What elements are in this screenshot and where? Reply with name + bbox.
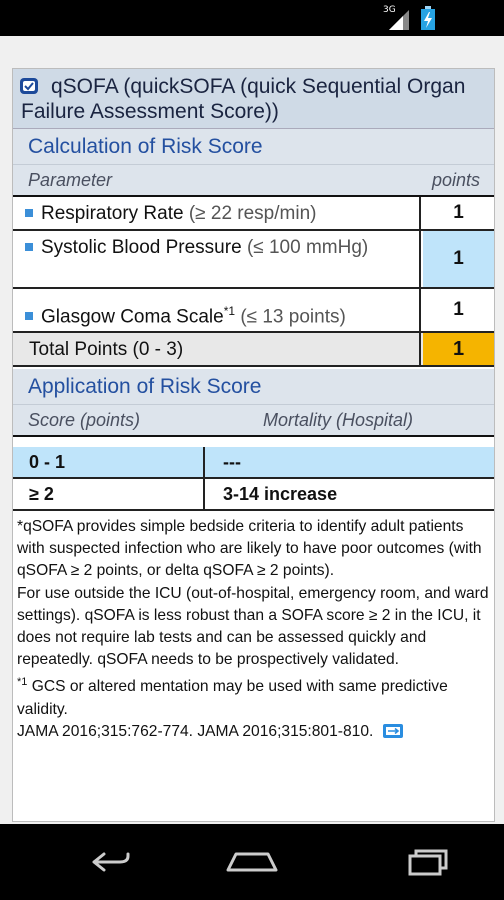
column-parameter: Parameter	[28, 170, 113, 190]
total-points-label: Total Points (0 - 3)	[13, 333, 421, 365]
calculation-column-header: Parameter points	[13, 165, 494, 197]
points-value[interactable]: 1	[453, 202, 464, 223]
calculator-card: qSOFA (quickSOFA (quick Sequential Organ…	[12, 68, 495, 822]
navigation-bar	[0, 824, 504, 900]
external-link-icon[interactable]	[382, 723, 404, 739]
bullet-icon	[25, 242, 33, 251]
table-row: 0 - 1 ---	[13, 447, 494, 479]
application-section-title: Application of Risk Score	[13, 369, 494, 405]
parameter-cell: Systolic Blood Pressure (≤ 100 mmHg)	[13, 231, 421, 287]
bullet-icon	[25, 312, 33, 321]
footnote-mark: *1	[223, 304, 236, 318]
parameter-cell: Glasgow Coma Scale*1 (≤ 13 points)	[13, 289, 421, 331]
note-footnote: *1 GCS or altered mentation may be used …	[17, 676, 448, 718]
calculator-icon	[20, 78, 38, 94]
column-points: points	[432, 170, 481, 190]
home-icon[interactable]	[222, 844, 282, 880]
column-score: Score (points)	[28, 410, 141, 430]
status-bar: 3G	[0, 0, 504, 36]
score-cell: ≥ 2	[13, 479, 205, 509]
mortality-cell: ---	[223, 452, 241, 472]
application-column-header: Score (points) Mortality (Hospital)	[13, 405, 494, 437]
recents-icon[interactable]	[396, 844, 456, 880]
bullet-icon	[25, 208, 33, 217]
calculation-section-title: Calculation of Risk Score	[13, 129, 494, 165]
total-points-row: Total Points (0 - 3) 1	[13, 333, 494, 367]
total-points-value: 1	[423, 333, 494, 365]
page-title: qSOFA (quickSOFA (quick Sequential Organ…	[21, 75, 466, 123]
title-bar: qSOFA (quickSOFA (quick Sequential Organ…	[13, 69, 494, 129]
note-reference: JAMA 2016;315:762-774. JAMA 2016;315:801…	[17, 721, 493, 743]
note-paragraph: *qSOFA provides simple bedside criteria …	[17, 518, 482, 580]
back-icon[interactable]	[80, 844, 140, 880]
parameter-cell: Respiratory Rate (≥ 22 resp/min)	[13, 197, 421, 229]
parameter-row-glasgow-coma-scale[interactable]: Glasgow Coma Scale*1 (≤ 13 points) 1	[13, 289, 494, 333]
column-mortality: Mortality (Hospital)	[263, 410, 414, 430]
note-paragraph: For use outside the ICU (out-of-hospital…	[17, 584, 489, 669]
score-cell: 0 - 1	[13, 447, 205, 477]
parameter-row-respiratory-rate[interactable]: Respiratory Rate (≥ 22 resp/min) 1	[13, 197, 494, 231]
table-row: ≥ 2 3-14 increase	[13, 479, 494, 511]
reference-text: JAMA 2016;315:762-774. JAMA 2016;315:801…	[17, 723, 374, 741]
mortality-cell: 3-14 increase	[223, 484, 338, 504]
content-area: qSOFA (quickSOFA (quick Sequential Organ…	[0, 36, 504, 824]
signal-icon: 3G	[383, 5, 413, 32]
points-value[interactable]: 1	[423, 231, 494, 287]
parameter-row-systolic-blood-pressure[interactable]: Systolic Blood Pressure (≤ 100 mmHg) 1	[13, 231, 494, 289]
network-label: 3G	[383, 5, 396, 15]
points-value[interactable]: 1	[453, 299, 464, 320]
footnote-mark: *1	[17, 676, 28, 689]
battery-charging-icon	[420, 5, 436, 31]
notes: *qSOFA provides simple bedside criteria …	[17, 516, 493, 743]
